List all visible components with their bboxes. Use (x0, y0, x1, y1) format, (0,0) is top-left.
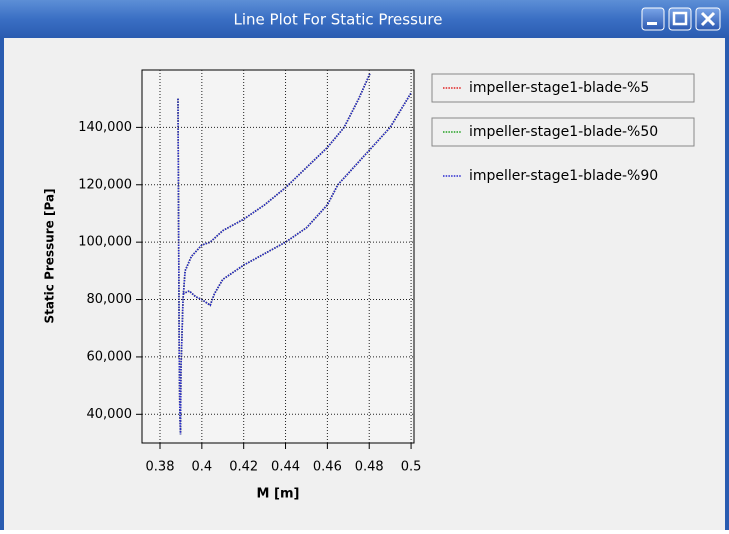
window-title: Line Plot For Static Pressure (234, 11, 443, 29)
legend-box (431, 73, 695, 103)
legend-label: impeller-stage1-blade-%5 (469, 80, 649, 96)
x-tick-label: 0.42 (229, 460, 258, 475)
close-button[interactable] (695, 7, 721, 31)
y-tick-label: 60,000 (87, 349, 133, 364)
x-tick-label: 0.5 (401, 460, 422, 475)
title-bar (0, 0, 729, 38)
x-tick-label: 0.44 (271, 460, 300, 475)
plot-area (141, 69, 415, 444)
y-tick-label: 80,000 (87, 292, 133, 307)
y-tick-label: 40,000 (87, 407, 133, 422)
y-tick-label: 100,000 (78, 235, 132, 250)
maximize-button[interactable] (668, 7, 692, 31)
y-tick-label: 140,000 (78, 120, 132, 135)
x-tick-label: 0.46 (313, 460, 342, 475)
y-tick-label: 120,000 (78, 177, 132, 192)
plot-lines (177, 72, 412, 435)
x-tick-label: 0.38 (146, 460, 175, 475)
x-tick-label: 0.48 (355, 460, 384, 475)
x-axis-label: M [m] (257, 487, 300, 502)
legend-box (431, 117, 695, 147)
minimize-button[interactable] (641, 7, 665, 31)
y-axis-label: Static Pressure [Pa] (43, 188, 57, 323)
series-line (177, 72, 412, 435)
x-tick-label: 0.4 (191, 460, 212, 475)
legend-label: impeller-stage1-blade-%90 (469, 168, 658, 184)
legend-label: impeller-stage1-blade-%50 (469, 124, 658, 140)
